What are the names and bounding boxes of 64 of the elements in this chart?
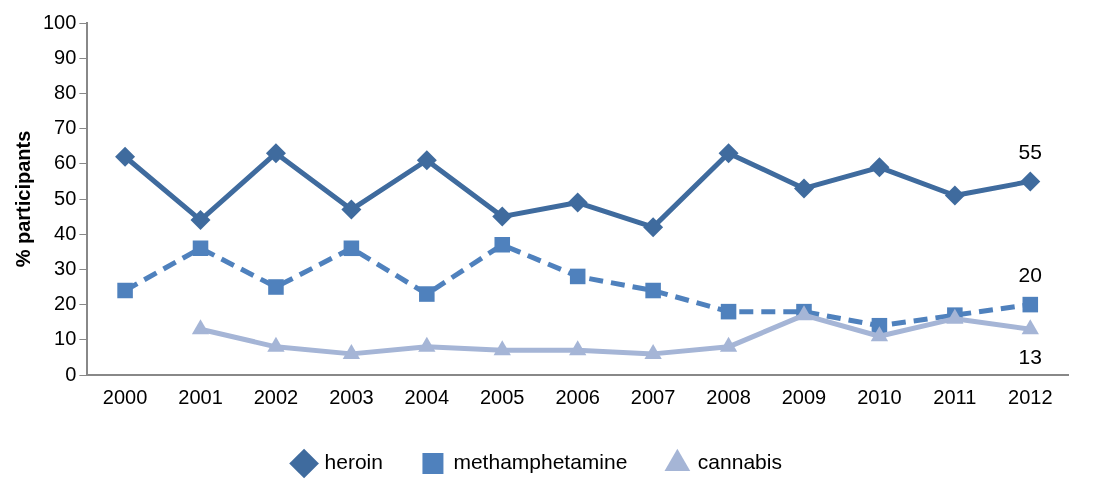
point (190, 210, 211, 231)
x-tick-label: 2008 (706, 385, 751, 408)
data-label: 20 (1018, 262, 1042, 286)
y-tick-label: 0 (65, 362, 77, 385)
point (643, 217, 664, 238)
point (645, 282, 661, 299)
point (569, 268, 586, 285)
y-tick-label: 90 (54, 45, 77, 68)
point (720, 303, 737, 320)
x-tick-label: 2009 (781, 385, 827, 408)
point (115, 146, 136, 167)
point (719, 336, 738, 352)
point (343, 240, 360, 257)
point (1020, 171, 1041, 192)
point (494, 236, 511, 253)
legend-label: cannabis (697, 450, 782, 474)
point (267, 336, 285, 352)
x-tick-label: 2003 (329, 385, 374, 408)
point (191, 319, 210, 335)
point (192, 240, 209, 257)
y-tick-label: 50 (54, 186, 77, 209)
point (419, 286, 435, 302)
point (1021, 319, 1039, 335)
point (341, 199, 362, 220)
y-tick-label: 10 (54, 327, 77, 350)
x-tick-label: 2006 (555, 385, 600, 408)
x-tick-label: 2005 (480, 385, 525, 408)
point (492, 206, 513, 227)
point (265, 143, 286, 164)
x-tick-label: 2002 (253, 385, 299, 408)
x-tick-label: 2012 (1008, 385, 1053, 408)
y-axis-title: % participants (11, 130, 34, 268)
y-tick-label: 30 (54, 256, 77, 279)
x-tick-label: 2011 (933, 385, 977, 408)
x-tick-label: 2001 (178, 385, 223, 408)
point (117, 282, 133, 299)
point (418, 336, 436, 352)
y-tick-label: 60 (54, 151, 77, 174)
point (567, 192, 588, 213)
point (493, 340, 511, 356)
x-tick-label: 2004 (404, 385, 450, 408)
data-label: 13 (1018, 344, 1042, 368)
point (944, 185, 965, 206)
point (416, 150, 437, 171)
y-tick-label: 80 (54, 80, 77, 103)
y-tick-label: 100 (42, 10, 77, 33)
x-tick-label: 2007 (630, 385, 676, 408)
legend-label: methamphetamine (453, 450, 628, 474)
x-tick-label: 2010 (857, 385, 902, 408)
point (569, 340, 587, 356)
x-tick-label: 2000 (102, 385, 148, 408)
point (342, 343, 361, 359)
y-tick-label: 70 (54, 116, 77, 139)
legend-label: heroin (324, 450, 383, 474)
y-tick-label: 40 (54, 221, 77, 244)
data-label: 55 (1018, 139, 1042, 163)
point (718, 143, 739, 164)
point (1022, 296, 1039, 313)
point (793, 178, 814, 199)
point (869, 157, 890, 178)
point (870, 326, 889, 342)
point (644, 343, 662, 359)
point (268, 279, 284, 295)
y-tick-label: 20 (54, 292, 77, 315)
